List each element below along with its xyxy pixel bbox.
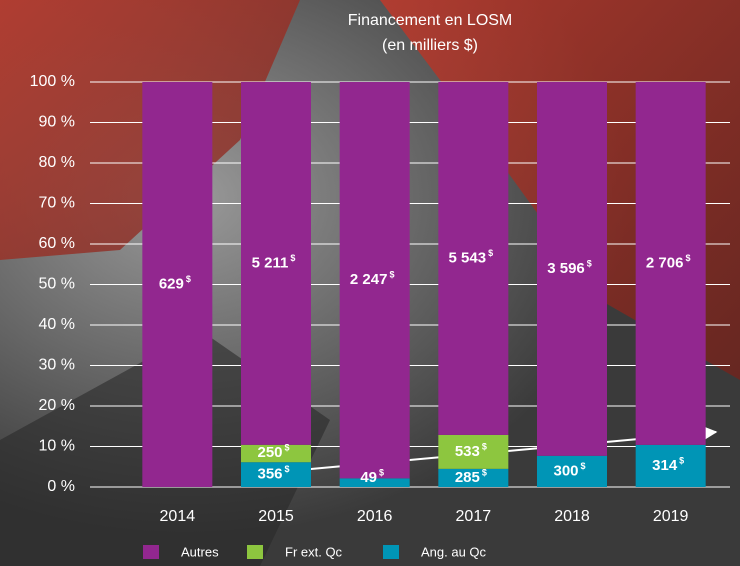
y-tick-label: 60 % [39,235,75,252]
data-label: 629 [159,275,184,292]
bar-segment [241,82,311,445]
y-tick-label: 70 % [39,195,75,212]
data-label-unit: $ [290,253,295,263]
y-tick-label: 30 % [39,357,75,374]
y-tick-label: 10 % [39,438,75,455]
data-label: 356 [257,466,282,483]
x-tick-label: 2018 [554,508,590,525]
data-label: 2 706 [646,254,684,271]
legend-label: Ang. au Qc [421,544,487,559]
data-label-unit: $ [587,258,592,268]
legend-label: Autres [181,544,219,559]
bar-segment [142,82,213,487]
data-label-unit: $ [285,443,290,453]
data-label-unit: $ [186,274,191,284]
legend-label: Fr ext. Qc [285,544,343,559]
data-label: 3 596 [547,260,585,277]
x-tick-label: 2014 [160,508,196,525]
data-label-unit: $ [482,441,487,451]
bar-segment [241,462,311,487]
data-label-unit: $ [379,467,384,477]
x-tick-label: 2019 [653,508,689,525]
data-label: 2 247 [350,271,388,288]
data-label-unit: $ [285,464,290,474]
y-tick-label: 40 % [39,316,75,333]
data-label: 300 [553,462,578,479]
data-label-unit: $ [482,467,487,477]
data-label-unit: $ [679,455,684,465]
legend-swatch [247,545,263,559]
data-label: 285 [455,469,480,486]
x-tick-label: 2015 [258,508,294,525]
bar-segment [635,82,706,445]
bar-segment [438,468,509,487]
bar-segment [438,82,509,435]
data-label: 5 211 [252,254,289,271]
data-label-unit: $ [581,461,586,471]
legend-swatch [143,545,159,559]
y-tick-label: 20 % [39,397,75,414]
data-label: 533 [455,443,480,460]
bar-segment [537,82,607,456]
data-label: 5 543 [449,249,487,266]
bar-segment [339,478,410,487]
bar-segment [635,444,706,487]
data-label-unit: $ [389,270,394,280]
chart-title: Financement en LOSM [348,12,513,29]
bar-segment [339,82,410,479]
legend-swatch [383,545,399,559]
data-label: 250 [257,444,282,461]
bar-segment [241,444,311,463]
y-tick-label: 100 % [30,73,75,90]
bar-segment [438,434,509,469]
chart-subtitle: (en milliers $) [382,37,478,54]
y-tick-label: 50 % [39,276,75,293]
data-label-unit: $ [488,248,493,258]
data-label: 314 [652,457,678,474]
bar-segment [537,455,607,487]
data-label-unit: $ [685,253,690,263]
x-tick-label: 2017 [456,508,492,525]
y-tick-label: 80 % [39,154,75,171]
y-tick-label: 90 % [39,114,75,131]
x-tick-label: 2016 [357,508,393,525]
y-tick-label: 0 % [47,478,75,495]
data-label: 49 [360,469,377,486]
